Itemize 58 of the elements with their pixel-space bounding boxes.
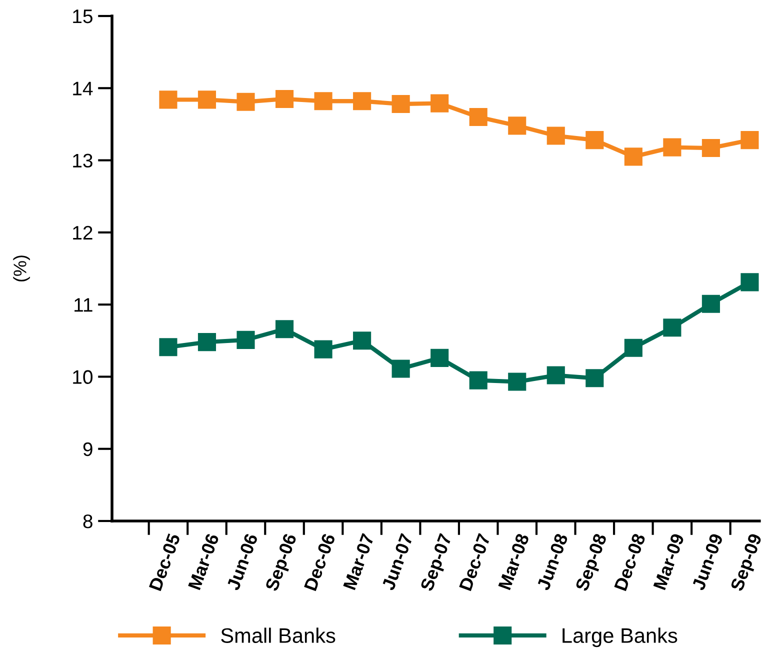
x-tick-label: Sep-07: [420, 533, 456, 594]
x-tick-label: Mar-07: [343, 533, 374, 590]
point: [353, 332, 372, 350]
x-tick-label: Mar-08: [498, 532, 530, 590]
x-tick-label: Mar-09: [653, 532, 684, 590]
point: [159, 338, 178, 356]
x-tick-label: Jun-09: [692, 532, 724, 592]
point: [275, 320, 294, 338]
x-tick-label: Dec-07: [458, 533, 491, 592]
y-tick-label: 10: [73, 370, 92, 384]
point: [314, 340, 332, 358]
point: [508, 372, 526, 391]
point: [702, 294, 720, 313]
x-tick-label: Mar-06: [188, 532, 220, 590]
point: [586, 131, 604, 150]
point: [430, 348, 449, 367]
y-tick-label: 9: [83, 442, 92, 456]
legend-label: Small Banks: [221, 628, 336, 643]
point: [624, 338, 642, 357]
point: [275, 90, 294, 108]
point: [586, 369, 604, 388]
x-tick-label: Dec-06: [304, 532, 336, 592]
point: [740, 131, 759, 150]
point: [236, 330, 255, 349]
point: [430, 94, 449, 112]
x-tick-label: Jun-07: [381, 533, 414, 592]
y-tick-label: 13: [73, 154, 92, 168]
x-tick-label: Dec-05: [148, 532, 181, 592]
x-tick-label: Sep-09: [730, 532, 766, 594]
x-tick-label: Sep-08: [575, 532, 610, 594]
point: [469, 108, 488, 126]
point: [392, 94, 410, 114]
point: [198, 333, 216, 352]
y-axis-title: (%): [13, 256, 30, 282]
y-tick-label: 8: [83, 514, 92, 528]
point: [314, 92, 332, 110]
point: [663, 138, 682, 156]
point: [702, 138, 720, 158]
y-tick-label: 11: [74, 298, 92, 312]
point: [624, 148, 642, 166]
point: [663, 318, 682, 337]
point: [198, 90, 216, 109]
point: [353, 92, 372, 110]
x-tick-label: Sep-06: [264, 532, 300, 594]
point: [740, 273, 759, 292]
point: [159, 90, 178, 109]
x-tick-label: Jun-06: [226, 532, 258, 592]
point: [392, 360, 410, 378]
y-tick-label: 15: [73, 10, 92, 24]
point: [236, 92, 255, 111]
point: [546, 366, 565, 384]
y-tick-label: 14: [73, 82, 93, 96]
x-tick-label: Jun-08: [536, 532, 568, 592]
legend-label: Large Banks: [562, 628, 678, 648]
point: [508, 116, 526, 135]
point: [469, 371, 488, 390]
y-tick-label: 12: [73, 226, 92, 240]
point: [546, 126, 565, 145]
